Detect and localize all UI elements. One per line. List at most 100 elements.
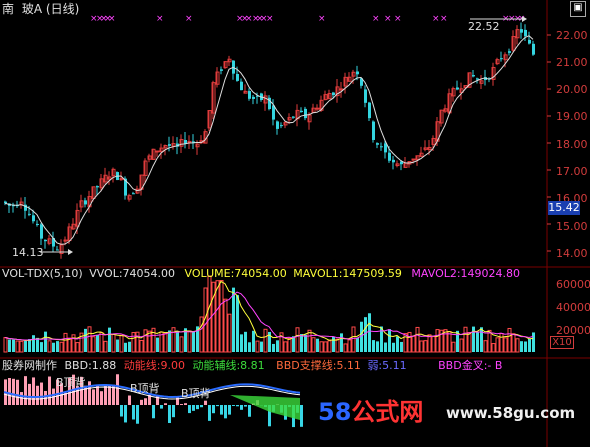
vol-tick-2: 40000: [556, 301, 590, 314]
volume-bar-up: [179, 336, 184, 353]
volume-header: VOL-TDX(5,10) VVOL:74054.00 VOLUME:74054…: [2, 268, 520, 280]
volume-bar-up: [403, 333, 408, 353]
signal-marker-x: ×: [318, 14, 326, 24]
bbd-bar: [152, 405, 155, 419]
candle-body-down: [280, 125, 283, 127]
candle-body-up: [59, 244, 64, 255]
candle-body-up: [307, 114, 312, 123]
candle-body-down: [472, 75, 475, 77]
signal-marker-x: ×: [185, 14, 193, 24]
volume-bar-down: [376, 341, 379, 352]
candle-body-up: [287, 117, 292, 121]
mavol2-line: [4, 291, 534, 341]
candle-body-up: [47, 238, 52, 244]
bbd-bar: [28, 383, 31, 405]
volume-bar-down: [84, 328, 87, 352]
signal-marker-x: ×: [104, 14, 112, 24]
bbd-bar: [112, 384, 115, 405]
volume-bar-up: [15, 340, 20, 353]
volume-bar-down: [340, 333, 343, 352]
candle-body-up: [319, 99, 324, 111]
volume-bar-up: [423, 340, 428, 353]
candle-body-down: [456, 87, 459, 90]
candle-body-down: [40, 224, 43, 239]
bbd-bar: [84, 385, 87, 405]
signal-marker-x: ×: [236, 14, 244, 24]
volume-bar-down: [236, 295, 239, 352]
candle-body-down: [4, 201, 7, 204]
volume-bar-down: [520, 341, 523, 352]
bbd-panel-name[interactable]: 股券网制作: [2, 359, 57, 372]
volume-bar-up: [139, 340, 144, 353]
price-tick-4: 19.00: [556, 110, 588, 123]
volume-bar-down: [24, 340, 27, 352]
bbd-bar: [16, 379, 19, 405]
volume-bar-down: [36, 337, 39, 352]
low-arrow-head: [68, 249, 73, 255]
candle-body-down: [304, 108, 307, 119]
candle-body-down: [168, 144, 171, 146]
candle-body-up: [127, 195, 132, 200]
volume-bar-up: [487, 329, 492, 353]
volume-bar-up: [463, 326, 468, 353]
volume-bar-up: [215, 280, 220, 353]
volume-bar-up: [311, 337, 316, 353]
bbd-header: 股券网制作 BBD:1.88 动能线:9.00 动能辅线:8.81 BBD支撑线…: [2, 360, 502, 372]
volume-bar-down: [384, 342, 387, 352]
vol-tick-1: 60000: [556, 278, 590, 291]
candle-body-up: [511, 36, 516, 51]
candle-body-up: [147, 155, 152, 160]
candle-body-down: [28, 213, 31, 215]
signal-marker-x: ×: [260, 14, 268, 24]
volume-bar-up: [59, 341, 64, 353]
volume-bar-up: [75, 342, 80, 353]
volume-bar-down: [248, 342, 251, 352]
volume-bar-down: [28, 339, 31, 352]
volume-bar-down: [128, 341, 131, 352]
vol-indicator-name[interactable]: VOL-TDX(5,10): [2, 267, 83, 280]
volume-bar-up: [503, 337, 508, 353]
bbd-bar: [92, 389, 95, 405]
bbd-bar: [196, 405, 199, 410]
bbd-bar: [80, 376, 83, 405]
volume-bar-up: [287, 337, 292, 353]
candle-body-up: [99, 178, 104, 189]
volume-bar-up: [427, 334, 432, 353]
volume-bar-down: [12, 339, 15, 352]
volume-bar-up: [419, 340, 424, 353]
volume-bar-down: [456, 330, 459, 352]
volume-bar-down: [124, 342, 127, 352]
indicator-lines: [3, 35, 534, 420]
volume-bar-up: [343, 343, 348, 353]
signal-marker-x: ×: [432, 14, 440, 24]
mavol2-value: MAVOL2:149024.80: [411, 267, 521, 280]
signal-marker-x: ×: [245, 14, 253, 24]
volume-bar-up: [171, 327, 176, 353]
candle-body-up: [427, 146, 432, 151]
volume-bar-down: [304, 334, 307, 352]
bbd-bar: [184, 403, 187, 405]
bbd-bar: [228, 405, 231, 415]
window-control-icon[interactable]: ▣: [570, 1, 586, 17]
price-tick-3: 20.00: [556, 83, 588, 96]
mavol1-value: MAVOL1:147509.59: [293, 267, 402, 280]
candle-body-up: [215, 71, 220, 85]
candle-body-up: [411, 158, 416, 161]
candle-body-up: [343, 76, 348, 87]
candle-body-down: [388, 152, 391, 161]
candle-body-up: [479, 80, 484, 84]
watermark-url: www.58gu.com: [446, 404, 576, 422]
volume-bar-up: [91, 336, 96, 353]
bbd-bar: [128, 395, 131, 405]
volume-bar-down: [116, 339, 119, 352]
candle-body-down: [220, 69, 223, 71]
signal-markers: ××××× × × ××× ×××× × × × × × × ××××: [90, 14, 526, 24]
candle-body-up: [283, 122, 288, 126]
candle-body-down: [524, 29, 527, 37]
volume-bar-up: [263, 328, 268, 353]
watermark-brand: 58公式网: [318, 392, 423, 427]
volume-bar-up: [327, 340, 332, 353]
volume-bar-up: [71, 334, 76, 353]
